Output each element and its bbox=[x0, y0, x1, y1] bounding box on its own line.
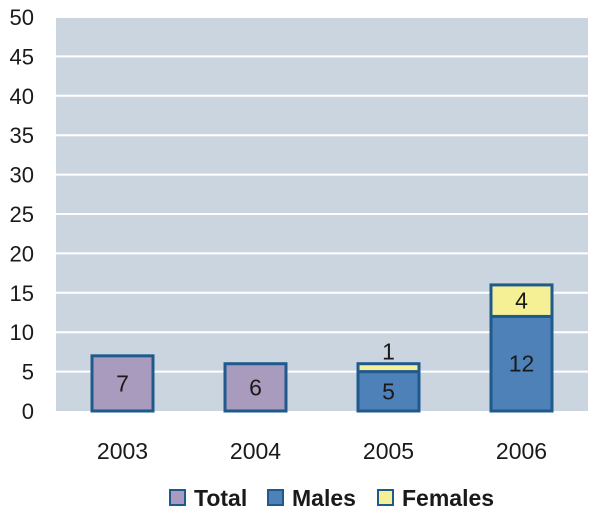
y-tick-label: 30 bbox=[10, 163, 34, 188]
x-axis-labels: 2003 2004 2005 2006 bbox=[97, 438, 547, 464]
y-tick-label: 20 bbox=[10, 241, 34, 266]
data-label: 1 bbox=[382, 339, 395, 365]
y-tick-label: 50 bbox=[10, 5, 34, 30]
legend: Total Males Females bbox=[169, 485, 494, 511]
bar-total-2004 bbox=[223, 362, 288, 413]
y-tick-label: 10 bbox=[10, 320, 34, 345]
bar-males-2006 bbox=[489, 314, 554, 413]
legend-swatch-total bbox=[169, 489, 186, 506]
legend-label-total: Total bbox=[194, 485, 247, 511]
y-tick-label: 5 bbox=[22, 360, 34, 385]
legend-label-females: Females bbox=[402, 485, 494, 511]
bar-females-2006 bbox=[489, 283, 554, 318]
legend-label-males: Males bbox=[292, 485, 356, 511]
bar-total-2003 bbox=[90, 354, 155, 413]
x-tick-label: 2003 bbox=[97, 438, 148, 464]
data-label: 7 bbox=[116, 370, 129, 396]
data-label: 6 bbox=[249, 374, 262, 400]
y-tick-label: 45 bbox=[10, 44, 34, 69]
x-tick-label: 2004 bbox=[230, 438, 281, 464]
legend-swatch-females bbox=[377, 489, 394, 506]
y-tick-label: 0 bbox=[22, 399, 34, 424]
gridlines bbox=[56, 16, 588, 373]
y-tick-label: 40 bbox=[10, 84, 34, 109]
bar-females-2005 bbox=[356, 362, 421, 374]
data-label: 4 bbox=[515, 288, 528, 314]
y-tick-label: 35 bbox=[10, 123, 34, 148]
y-tick-label: 15 bbox=[10, 281, 34, 306]
data-label: 12 bbox=[509, 351, 535, 377]
bars: 7 6 5 1 12 4 bbox=[90, 283, 554, 413]
data-label: 5 bbox=[382, 378, 395, 404]
legend-swatch-males bbox=[267, 489, 284, 506]
x-tick-label: 2005 bbox=[363, 438, 414, 464]
y-axis-ticks: 0 5 10 15 20 25 30 35 40 45 50 bbox=[10, 5, 34, 424]
y-tick-label: 25 bbox=[10, 202, 34, 227]
x-tick-label: 2006 bbox=[496, 438, 547, 464]
